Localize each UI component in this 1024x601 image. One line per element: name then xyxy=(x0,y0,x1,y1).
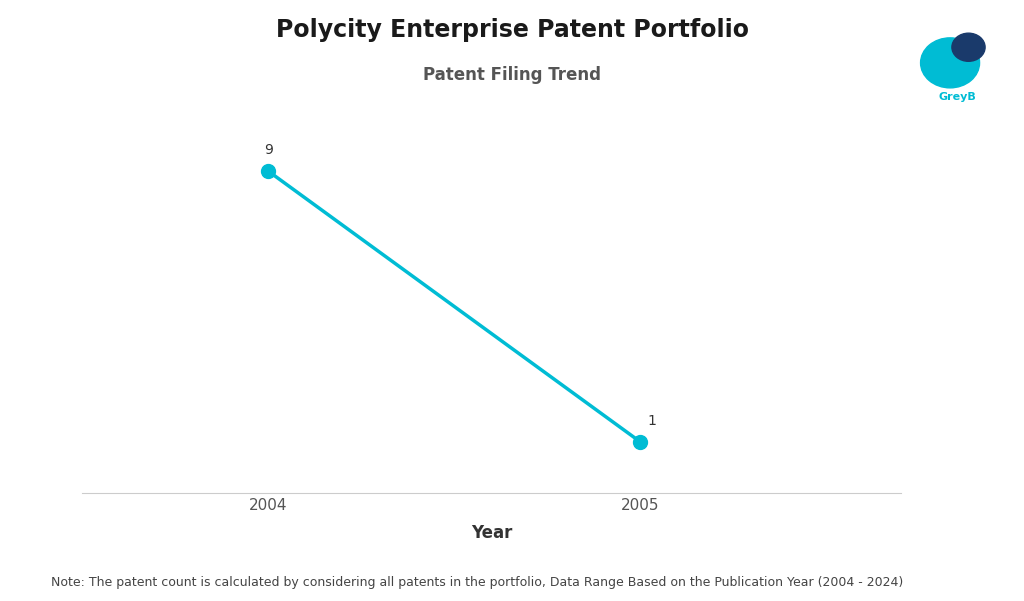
Text: Patent Filing Trend: Patent Filing Trend xyxy=(423,66,601,84)
Text: GreyB: GreyB xyxy=(939,92,976,102)
Point xyxy=(260,166,276,176)
Text: 1: 1 xyxy=(647,414,656,428)
Text: Note: The patent count is calculated by considering all patents in the portfolio: Note: The patent count is calculated by … xyxy=(51,576,903,589)
Circle shape xyxy=(921,38,980,88)
Point xyxy=(632,437,648,447)
Text: Polycity Enterprise Patent Portfolio: Polycity Enterprise Patent Portfolio xyxy=(275,18,749,42)
Circle shape xyxy=(952,33,985,61)
Text: 9: 9 xyxy=(263,143,272,157)
X-axis label: Year: Year xyxy=(471,524,512,542)
